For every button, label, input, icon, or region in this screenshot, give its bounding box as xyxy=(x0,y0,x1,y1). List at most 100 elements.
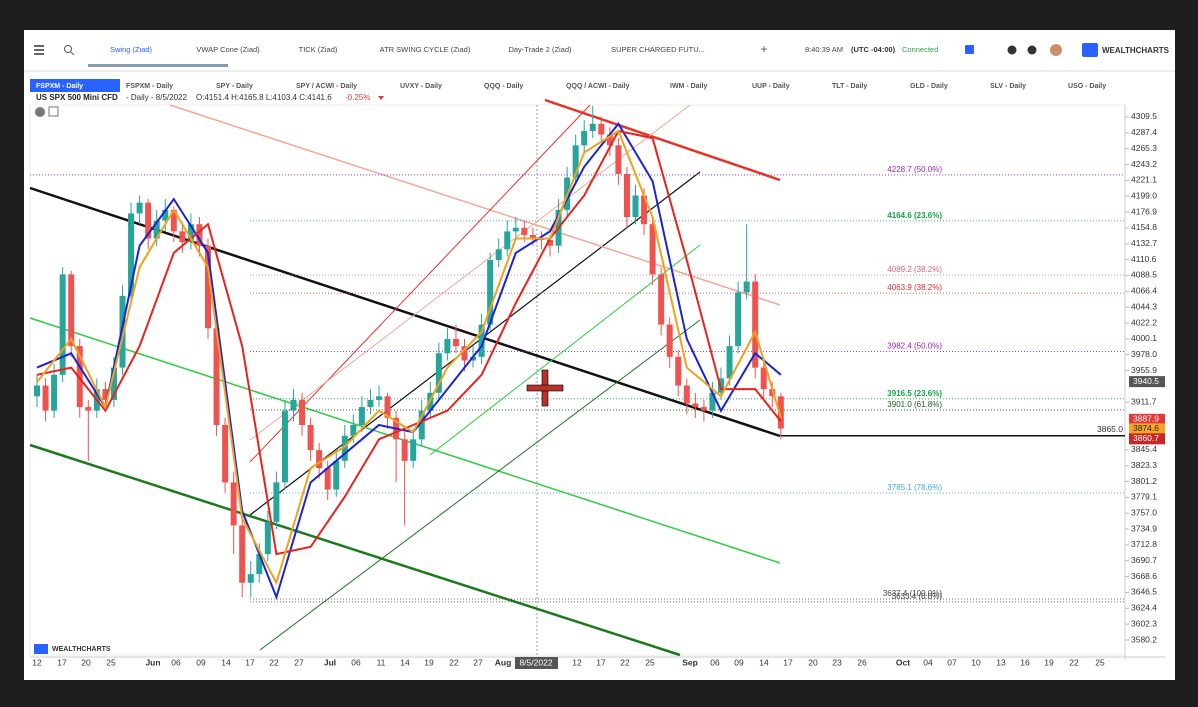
active-symbol-tab xyxy=(30,79,120,92)
date-label: 12 xyxy=(32,657,42,667)
candle-body xyxy=(666,324,673,357)
symbol-tab[interactable]: TLT - Daily xyxy=(832,83,867,90)
symbol-tab[interactable]: QQQ - Daily xyxy=(484,83,523,90)
settings-icon[interactable] xyxy=(1007,45,1017,55)
symbol-tab[interactable]: SLV - Daily xyxy=(990,83,1026,90)
date-label: 09 xyxy=(734,657,744,667)
symbol-tab[interactable]: SPY / ACWI - Daily xyxy=(296,83,357,90)
candle-body xyxy=(205,245,211,329)
fib-label: 4228.7 (50.0%) xyxy=(887,165,942,174)
workspace-tab[interactable]: SUPER CHARGED FUTU... xyxy=(611,45,705,54)
search-icon[interactable] xyxy=(64,45,75,56)
symbol-tab[interactable]: UVXY - Daily xyxy=(400,83,442,90)
fib-label: 3982.4 (50.0%) xyxy=(887,342,942,351)
date-label: 14 xyxy=(400,657,410,667)
period: - Daily - 8/5/2022 xyxy=(126,93,187,102)
help-icon[interactable] xyxy=(1027,45,1037,55)
hide-icon[interactable] xyxy=(35,107,45,117)
date-label: 09 xyxy=(196,657,206,667)
change: -0.25% xyxy=(345,93,370,102)
price-badge-label: 3887.9 xyxy=(1133,414,1159,424)
save-icon[interactable] xyxy=(965,45,974,54)
workspace-tab[interactable]: Swing (Ziad) xyxy=(110,45,153,54)
candle-body xyxy=(358,407,365,426)
avatar[interactable] xyxy=(1050,44,1062,56)
candle-body xyxy=(333,460,340,490)
candle-body xyxy=(153,220,160,239)
candle-body xyxy=(76,346,83,408)
price-tick-label: 4132.7 xyxy=(1131,238,1157,248)
candle-body xyxy=(512,227,519,232)
candle-body xyxy=(341,435,348,461)
menu-icon[interactable] xyxy=(34,45,44,55)
date-label: 10 xyxy=(971,657,981,667)
candle-body xyxy=(59,274,66,375)
symbol-tab[interactable]: IWM - Daily xyxy=(670,83,707,90)
candle-body xyxy=(34,385,40,397)
candle-body xyxy=(42,385,49,411)
symbol-tab[interactable]: USO - Daily xyxy=(1068,83,1106,90)
candle-body xyxy=(632,195,639,218)
date-label: 23 xyxy=(832,657,842,667)
candle-body xyxy=(547,239,553,246)
candle-body xyxy=(401,439,408,461)
add-tab[interactable]: + xyxy=(760,42,767,56)
price-tick-label: 4000.1 xyxy=(1131,333,1157,343)
ohlc: O:4151.4 H:4165.8 L:4103.4 C:4141.6 xyxy=(196,93,332,102)
candle-body xyxy=(256,554,263,575)
logo-mark xyxy=(1082,43,1098,57)
symbol-tab[interactable]: GLD - Daily xyxy=(910,83,948,90)
moving-average xyxy=(36,129,782,586)
fib-label: 3901.0 (61.8%) xyxy=(887,400,942,409)
candle-body xyxy=(572,145,579,178)
workspace-tab[interactable]: TICK (Ziad) xyxy=(299,45,338,54)
symbol-tab[interactable]: SPY - Daily xyxy=(216,83,253,90)
date-label: 06 xyxy=(171,657,181,667)
candle-body xyxy=(110,367,117,400)
price-tick-label: 3823.3 xyxy=(1131,460,1157,470)
workspace-tab[interactable]: Day-Trade 2 (Ziad) xyxy=(508,45,572,54)
date-label: 27 xyxy=(294,657,304,667)
date-label: 19 xyxy=(1044,657,1054,667)
price-badge-label: 3874.6 xyxy=(1133,423,1159,433)
candle-body xyxy=(367,399,374,408)
expand-icon[interactable] xyxy=(48,106,59,117)
date-label: 22 xyxy=(449,657,459,667)
price-tick-label: 4066.4 xyxy=(1131,286,1157,296)
date-label: 22 xyxy=(1069,657,1079,667)
workspace-tab[interactable]: ATR SWING CYCLE (Ziad) xyxy=(380,45,471,54)
date-label: 14 xyxy=(221,657,231,667)
candle-body xyxy=(470,356,477,361)
symbol-name: US SPX 500 Mini CFD xyxy=(36,93,118,102)
date-label: 17 xyxy=(245,657,255,667)
date-label: 20 xyxy=(81,657,91,667)
symbol-tab[interactable]: UUP - Daily xyxy=(752,83,790,90)
candle-body xyxy=(170,209,177,232)
price-tick-label: 3801.2 xyxy=(1131,476,1157,486)
date-label: 20 xyxy=(808,657,818,667)
price-tick-label: 4154.8 xyxy=(1131,222,1157,232)
candle-body xyxy=(623,173,630,218)
date-label: Sep xyxy=(682,657,698,667)
candle-body xyxy=(350,425,357,436)
candle-body xyxy=(529,234,536,239)
candle-body xyxy=(726,346,733,379)
price-tick-label: 3955.9 xyxy=(1131,365,1157,375)
candle-body xyxy=(435,353,442,393)
date-label: 25 xyxy=(106,657,116,667)
price-tick-label: 4044.3 xyxy=(1131,301,1157,311)
candle-body xyxy=(589,123,596,131)
date-label: 07 xyxy=(947,657,957,667)
date-label: 17 xyxy=(596,657,606,667)
candle-body xyxy=(239,525,246,583)
candle-body xyxy=(649,224,656,275)
symbol-tab[interactable]: FSPXM - Daily xyxy=(126,83,173,90)
date-label: Oct xyxy=(896,657,910,667)
symbol-tab[interactable]: FSPXM - Daily xyxy=(36,83,83,90)
watermark-logo xyxy=(34,644,48,654)
last-price-label: 3865.0 xyxy=(1097,424,1123,434)
candle-body xyxy=(461,346,468,361)
price-tick-label: 3712.8 xyxy=(1131,539,1157,549)
symbol-tab[interactable]: QQQ / ACWI - Daily xyxy=(566,83,630,90)
workspace-tab[interactable]: VWAP Cone (Ziad) xyxy=(196,45,260,54)
